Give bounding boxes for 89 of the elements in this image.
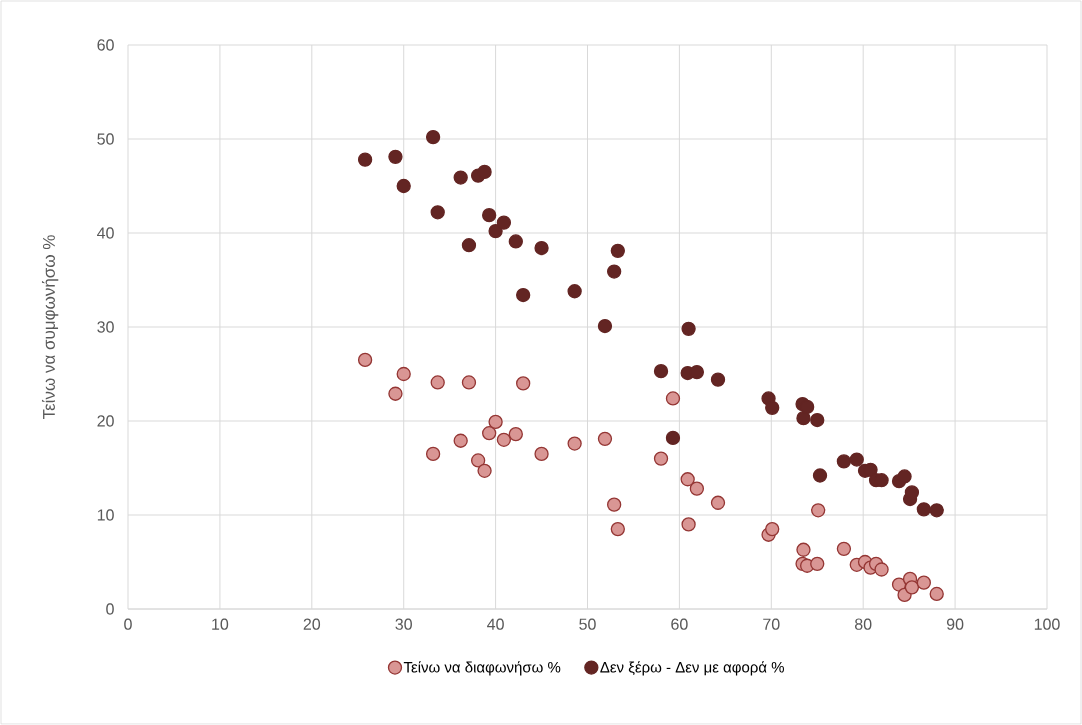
point — [836, 454, 852, 469]
point — [453, 433, 468, 448]
x-tick-label: 80 — [854, 618, 872, 630]
point — [496, 432, 512, 447]
point — [929, 586, 944, 602]
y-tick-label: 60 — [97, 39, 114, 51]
point — [357, 352, 373, 368]
point — [607, 264, 622, 279]
point — [461, 375, 477, 390]
point — [810, 556, 825, 572]
point — [516, 376, 531, 391]
point — [836, 541, 852, 556]
x-tick-label: 0 — [124, 618, 132, 630]
point — [849, 452, 864, 467]
point — [800, 399, 815, 415]
point — [388, 149, 403, 165]
point — [653, 364, 669, 379]
point — [681, 517, 696, 532]
point — [810, 412, 825, 428]
point — [653, 451, 669, 466]
point — [765, 521, 780, 537]
point — [488, 414, 503, 430]
point — [496, 215, 512, 230]
point — [710, 495, 726, 510]
y-tick-label: 20 — [97, 415, 114, 427]
x-tick-label: 50 — [579, 618, 596, 630]
point — [897, 469, 912, 484]
point — [812, 468, 828, 483]
point — [665, 430, 681, 446]
y-tick-label: 10 — [97, 509, 114, 521]
point — [516, 287, 531, 303]
point — [904, 485, 920, 500]
point — [689, 364, 705, 380]
point — [597, 431, 613, 446]
point — [453, 170, 468, 185]
x-tick-label: 70 — [763, 618, 780, 630]
y-tick-label: 50 — [97, 133, 114, 145]
point — [796, 411, 811, 426]
x-tick-label: 60 — [671, 618, 688, 630]
point — [477, 463, 492, 478]
point — [461, 238, 477, 253]
point — [665, 391, 681, 406]
point — [482, 207, 497, 223]
point — [680, 472, 695, 487]
point — [811, 503, 826, 518]
point — [904, 580, 920, 595]
y-tick-label: 0 — [106, 603, 114, 615]
x-tick-label: 30 — [395, 618, 412, 630]
x-tick-label: 20 — [303, 618, 321, 630]
point — [796, 542, 811, 557]
point — [607, 497, 622, 512]
y-tick-label: 40 — [97, 227, 114, 239]
point — [508, 234, 523, 249]
point — [929, 503, 944, 518]
point — [396, 178, 411, 194]
point — [610, 243, 625, 258]
x-tick-label: 100 — [1034, 618, 1060, 630]
point — [396, 366, 411, 382]
point — [689, 481, 705, 496]
y-tick-label: 30 — [97, 321, 114, 333]
point — [681, 321, 696, 337]
point — [710, 372, 726, 387]
x-tick-label: 40 — [487, 618, 504, 630]
point — [567, 284, 582, 299]
legend-label: Τείνω να διαφωνήσω % — [403, 661, 561, 676]
point — [425, 129, 441, 145]
point — [534, 240, 549, 256]
point — [471, 453, 486, 468]
point — [425, 446, 441, 462]
legend-label: Δεν ξέρω - Δεν με αφορά % — [600, 661, 784, 676]
point — [916, 502, 931, 517]
point — [477, 164, 492, 180]
point — [916, 575, 931, 590]
point — [610, 521, 625, 537]
point — [430, 205, 445, 220]
point — [488, 223, 503, 239]
point — [508, 427, 523, 442]
point — [567, 436, 582, 451]
point — [430, 375, 445, 390]
x-tick-label: 10 — [212, 618, 229, 630]
point — [765, 400, 780, 415]
y-axis-title: Τείνω να συμφωνήσω % — [41, 235, 59, 420]
x-tick-label: 90 — [946, 618, 964, 630]
point — [597, 318, 613, 334]
point — [874, 562, 889, 577]
point — [534, 446, 549, 462]
point — [482, 426, 497, 441]
point — [388, 386, 403, 401]
point — [357, 152, 373, 167]
